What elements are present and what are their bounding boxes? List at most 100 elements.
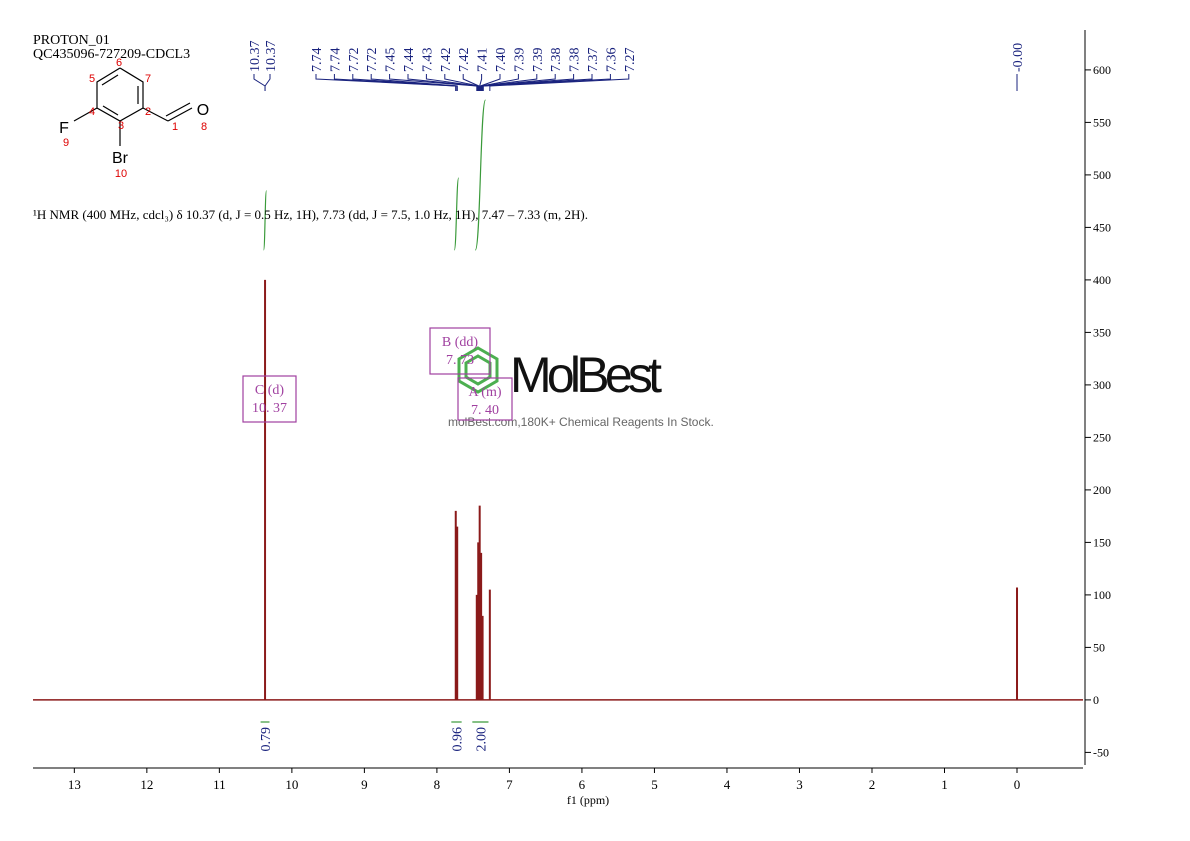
y-tick-label: 350 xyxy=(1093,325,1111,339)
peak-label: 7.39 xyxy=(531,48,546,73)
atom-number: 3 xyxy=(118,120,124,132)
atom-number: 10 xyxy=(115,168,127,180)
multiplet-box xyxy=(242,375,297,423)
y-tick-label: 100 xyxy=(1093,588,1111,602)
atom-label: O xyxy=(197,102,209,119)
atom-number: 7 xyxy=(145,73,151,85)
peak-connector xyxy=(480,74,538,91)
y-tick-label: 400 xyxy=(1093,273,1111,287)
atom-number: 1 xyxy=(172,121,178,133)
x-tick-label: 0 xyxy=(1014,777,1021,792)
atom-label: Br xyxy=(112,150,129,167)
structure-bonds xyxy=(73,67,193,146)
x-tick-label: 8 xyxy=(434,777,441,792)
peak-label: 7.40 xyxy=(494,48,509,73)
x-tick-label: 6 xyxy=(579,777,586,792)
x-tick-label: 11 xyxy=(213,777,226,792)
x-axis-label: f1 (ppm) xyxy=(567,793,609,807)
y-tick-label: -50 xyxy=(1093,745,1109,759)
peak-connector xyxy=(479,74,483,91)
peak-connector xyxy=(481,74,575,91)
peak-connector xyxy=(482,74,611,91)
peak-label: 7.72 xyxy=(347,48,362,73)
y-tick-label: 150 xyxy=(1093,535,1111,549)
peak-connector xyxy=(482,74,593,91)
peak-connector xyxy=(389,74,478,91)
peak-label: 7.43 xyxy=(420,48,435,73)
integral-curve xyxy=(453,177,460,251)
peak-connector xyxy=(370,74,458,91)
atom-number: 5 xyxy=(89,73,95,85)
peak-label: 7.74 xyxy=(328,48,343,73)
peak-label: 7.42 xyxy=(457,48,472,73)
x-tick-label: 10 xyxy=(285,777,298,792)
x-tick-label: 2 xyxy=(869,777,876,792)
integral-label: 2.00 xyxy=(474,727,489,752)
title-line: QC435096-727209-CDCL3 xyxy=(33,47,190,62)
x-tick-label: 5 xyxy=(651,777,658,792)
x-tick-label: 9 xyxy=(361,777,368,792)
y-tick-label: 50 xyxy=(1093,640,1105,654)
watermark-tagline: molBest.com,180K+ Chemical Reagents In S… xyxy=(448,415,714,429)
multiplet-box xyxy=(457,377,513,421)
peak-connector xyxy=(264,74,271,91)
peak-connector xyxy=(425,74,479,91)
peak-label: 7.39 xyxy=(512,48,527,73)
y-tick-label: 300 xyxy=(1093,378,1111,392)
y-tick-label: 200 xyxy=(1093,483,1111,497)
integral-label: 0.79 xyxy=(259,727,274,752)
multiplet-label: C (d) xyxy=(255,383,285,398)
y-tick-label: 450 xyxy=(1093,220,1111,234)
atom-number: 8 xyxy=(201,121,207,133)
peak-label: 10.37 xyxy=(264,41,279,73)
integral-curve xyxy=(262,190,268,251)
peak-label: -0.00 xyxy=(1011,43,1026,72)
x-tick-label: 3 xyxy=(796,777,803,792)
atom-number: 6 xyxy=(116,57,122,69)
x-tick-label: 12 xyxy=(140,777,153,792)
multiplet-shift: 10. 37 xyxy=(252,401,287,416)
y-tick-label: 250 xyxy=(1093,430,1111,444)
peak-label: 7.27 xyxy=(623,48,638,73)
y-tick-label: 600 xyxy=(1093,63,1111,77)
peak-label: 7.37 xyxy=(586,48,601,73)
atom-number: 4 xyxy=(89,106,95,118)
x-tick-label: 13 xyxy=(68,777,81,792)
multiplet-shift: 7. 40 xyxy=(471,403,499,418)
x-tick-label: 7 xyxy=(506,777,513,792)
peak-connector xyxy=(479,74,501,91)
peak-connector xyxy=(333,74,457,91)
multiplet-shift: 7. 73 xyxy=(446,353,474,368)
x-tick-label: 4 xyxy=(724,777,731,792)
peak-connector xyxy=(407,74,479,91)
peak-label: 7.44 xyxy=(402,48,417,73)
multiplet-label: A (m) xyxy=(468,385,501,400)
peak-label: 7.72 xyxy=(365,48,380,73)
multiplet-label: B (dd) xyxy=(442,335,479,350)
peak-connector xyxy=(489,74,630,91)
y-tick-label: 0 xyxy=(1093,693,1099,707)
integral-label: 0.96 xyxy=(450,727,465,752)
peak-connector xyxy=(462,74,480,91)
peak-label: 10.37 xyxy=(248,41,263,73)
x-tick-label: 1 xyxy=(941,777,948,792)
atom-label: F xyxy=(59,120,69,137)
description: ¹H NMR (400 MHz, cdcl₃) δ 10.37 (d, J = … xyxy=(33,207,588,222)
watermark-brand: MolBest xyxy=(510,347,662,403)
integral-curve xyxy=(474,99,487,251)
y-tick-label: 550 xyxy=(1093,115,1111,129)
peak-label: 7.74 xyxy=(310,48,325,73)
atom-number: 9 xyxy=(63,137,69,149)
peak-label: 7.45 xyxy=(384,48,399,73)
atom-number: 2 xyxy=(145,106,151,118)
peak-label: 7.41 xyxy=(476,48,491,73)
peak-connector xyxy=(253,74,266,91)
multiplet-box xyxy=(429,327,491,375)
peak-label: 7.42 xyxy=(439,48,454,73)
peak-label: 7.38 xyxy=(568,48,583,73)
title-line: PROTON_01 xyxy=(33,33,110,48)
y-tick-label: 500 xyxy=(1093,168,1111,182)
peak-label: 7.38 xyxy=(549,48,564,73)
